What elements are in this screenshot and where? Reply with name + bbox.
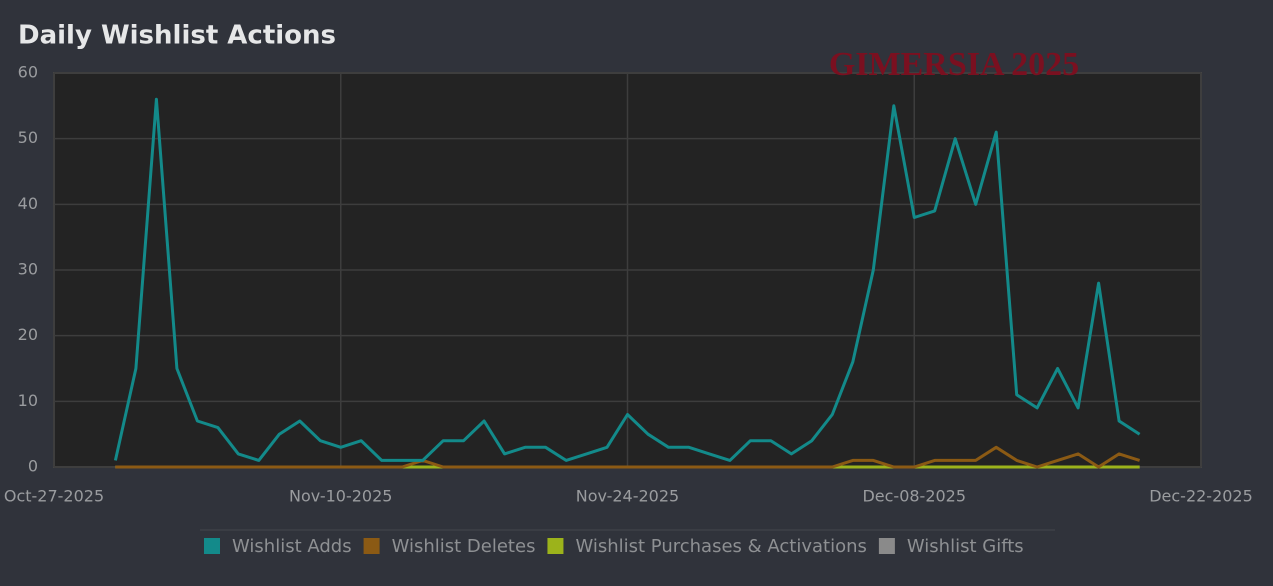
y-tick-label: 10 (18, 391, 38, 410)
y-tick-label: 30 (18, 260, 38, 279)
legend-swatch (878, 538, 895, 554)
series-line (115, 445, 1141, 469)
legend-swatch (547, 538, 564, 554)
y-tick-label: 0 (28, 457, 38, 476)
y-tick-label: 40 (18, 194, 38, 213)
x-tick-label: Dec-08-2025 (862, 487, 966, 506)
legend-label: Wishlist Purchases & Activations (575, 536, 866, 557)
x-tick-label: Dec-22-2025 (1149, 487, 1253, 506)
legend-label: Wishlist Gifts (907, 536, 1024, 557)
legend-label: Wishlist Adds (232, 536, 352, 557)
x-tick-label: Nov-10-2025 (289, 487, 392, 506)
y-tick-label: 20 (18, 325, 38, 344)
chart-title: Daily Wishlist Actions (18, 21, 336, 51)
x-tick-label: Nov-24-2025 (576, 487, 679, 506)
watermark: GIMERSIA 2025 (829, 46, 1079, 83)
legend-label: Wishlist Deletes (392, 536, 536, 557)
y-tick-label: 50 (18, 128, 38, 147)
series-line (113, 97, 1141, 462)
legend-swatch (204, 538, 220, 554)
legend-swatch (363, 538, 380, 554)
x-tick-label: Oct-27-2025 (4, 487, 104, 506)
y-tick-label: 60 (18, 63, 38, 82)
